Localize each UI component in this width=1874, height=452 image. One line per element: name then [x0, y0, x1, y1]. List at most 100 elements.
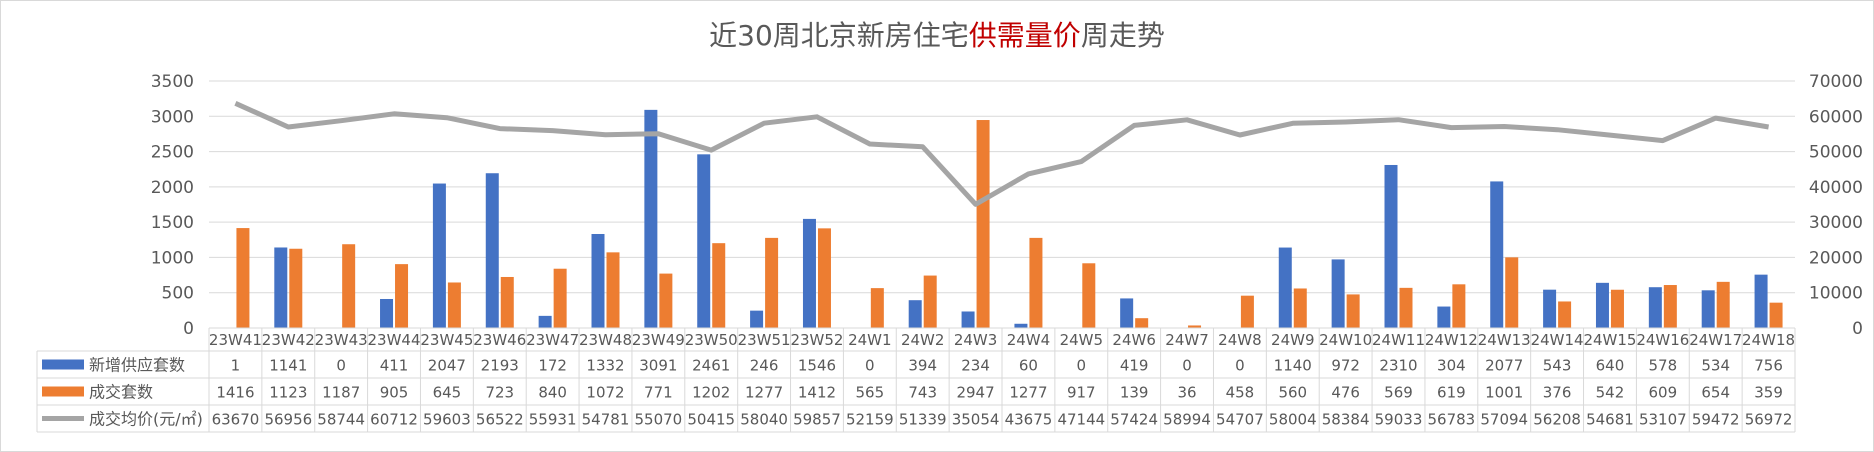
table-cell-value: 640: [1596, 357, 1625, 375]
supply-bar: [908, 300, 922, 328]
gridlines: [209, 80, 1795, 294]
table-cell-value: 304: [1437, 357, 1466, 375]
legend-key-box: [42, 386, 84, 397]
deals-bar: [659, 273, 673, 328]
table-cell-value: 50415: [687, 411, 735, 429]
category-label: 24W2: [901, 331, 944, 349]
right-axis-tick-label: 50000: [1809, 143, 1863, 163]
supply-bar: [1384, 164, 1398, 328]
table-cell-value: 1141: [269, 357, 307, 375]
table-cell-value: 57094: [1480, 411, 1528, 429]
deals-bar: [553, 268, 567, 328]
legend-key-box: [42, 359, 84, 370]
deals-bar: [289, 248, 303, 328]
table-cell-value: 1: [231, 357, 241, 375]
table-cell-value: 756: [1754, 357, 1783, 375]
table-cell-value: 54707: [1216, 411, 1264, 429]
table-cell-value: 723: [485, 384, 514, 402]
table-cell-value: 359: [1754, 384, 1783, 402]
category-label: 24W12: [1425, 331, 1478, 349]
table-cell-value: 1140: [1274, 357, 1312, 375]
table-cell-value: 55931: [529, 411, 577, 429]
deals-bar: [1769, 302, 1783, 328]
deals-bar: [342, 244, 356, 328]
supply-bar: [1595, 282, 1609, 328]
table-cell-value: 2947: [956, 384, 994, 402]
supply-bar: [1701, 290, 1715, 328]
table-cell-value: 58994: [1163, 411, 1211, 429]
category-label: 24W17: [1689, 331, 1742, 349]
left-axis-tick-label: 500: [162, 284, 194, 304]
right-axis-tick-label: 70000: [1809, 72, 1863, 92]
table-cell-value: 56208: [1533, 411, 1581, 429]
table-cell-value: 476: [1331, 384, 1360, 402]
table-cell-value: 1546: [798, 357, 836, 375]
table-cell-value: 654: [1701, 384, 1730, 402]
supply-bar: [591, 233, 605, 328]
right-axis-tick-label: 0: [1852, 319, 1863, 339]
legend-label: 成交均价(元/㎡): [89, 410, 203, 429]
deals-bar: [1558, 301, 1572, 328]
category-label: 24W5: [1060, 331, 1103, 349]
table-cell-value: 59603: [423, 411, 471, 429]
supply-bar: [274, 247, 288, 328]
price-series-line: [234, 101, 1770, 207]
supply-bar: [750, 310, 764, 328]
supply-bar: [1278, 247, 1292, 328]
table-cell-value: 59033: [1375, 411, 1423, 429]
table-cell-value: 1187: [322, 384, 360, 402]
category-label: 23W44: [368, 331, 421, 349]
deals-bar: [1505, 257, 1519, 328]
category-label: 24W13: [1478, 331, 1531, 349]
supply-bar: [538, 315, 552, 328]
category-label: 24W6: [1112, 331, 1155, 349]
table-cell-value: 411: [380, 357, 409, 375]
table-cell-value: 56972: [1745, 411, 1793, 429]
supply-bar: [380, 298, 394, 328]
table-cell-value: 172: [538, 357, 567, 375]
title-highlight: 供需量价: [968, 19, 1081, 52]
deals-bar: [1188, 325, 1202, 328]
table-cell-value: 840: [538, 384, 567, 402]
category-label: 23W41: [209, 331, 262, 349]
table-cell-value: 1072: [586, 384, 624, 402]
table-cell-value: 56956: [264, 411, 312, 429]
table-cell-value: 0: [1182, 357, 1192, 375]
table-cell-value: 543: [1543, 357, 1572, 375]
table-cell-value: 419: [1120, 357, 1149, 375]
table-cell-value: 0: [1235, 357, 1245, 375]
data-table: 23W41 23W42 23W43 23W44 23W45 23W46 23W47 23W48…: [36, 327, 1796, 433]
supply-bar: [644, 109, 658, 329]
deals-bar: [606, 252, 620, 328]
table-cell-value: 609: [1649, 384, 1678, 402]
category-label: 23W48: [579, 331, 632, 349]
deals-bar: [1346, 294, 1360, 328]
table-cell-value: 560: [1278, 384, 1307, 402]
table-cell-value: 0: [336, 357, 346, 375]
deals-bar: [976, 120, 990, 328]
table-cell-value: 534: [1701, 357, 1730, 375]
table-cell-value: 1202: [692, 384, 730, 402]
table-cell-value: 458: [1226, 384, 1255, 402]
left-axis-tick-label: 3500: [151, 72, 194, 92]
table-cell-value: 60: [1019, 357, 1038, 375]
table-cell-value: 1412: [798, 384, 836, 402]
category-label: 23W45: [420, 331, 473, 349]
category-label: 24W9: [1271, 331, 1314, 349]
deals-bar: [1610, 289, 1624, 328]
category-label: 23W46: [473, 331, 526, 349]
table-cell-value: 743: [908, 384, 937, 402]
deals-bar: [817, 228, 831, 328]
category-label: 24W3: [954, 331, 997, 349]
chart-title: 近30周北京新房住宅供需量价周走势: [0, 14, 1874, 54]
price-line: [234, 101, 1770, 207]
deals-bar: [1293, 288, 1307, 328]
table-cell-value: 56522: [476, 411, 524, 429]
deals-bar: [500, 276, 514, 328]
table-cell-value: 972: [1331, 357, 1360, 375]
table-cell-value: 565: [856, 384, 885, 402]
table-cell-value: 619: [1437, 384, 1466, 402]
deals-bar: [395, 264, 409, 328]
table-cell-value: 47144: [1057, 411, 1105, 429]
